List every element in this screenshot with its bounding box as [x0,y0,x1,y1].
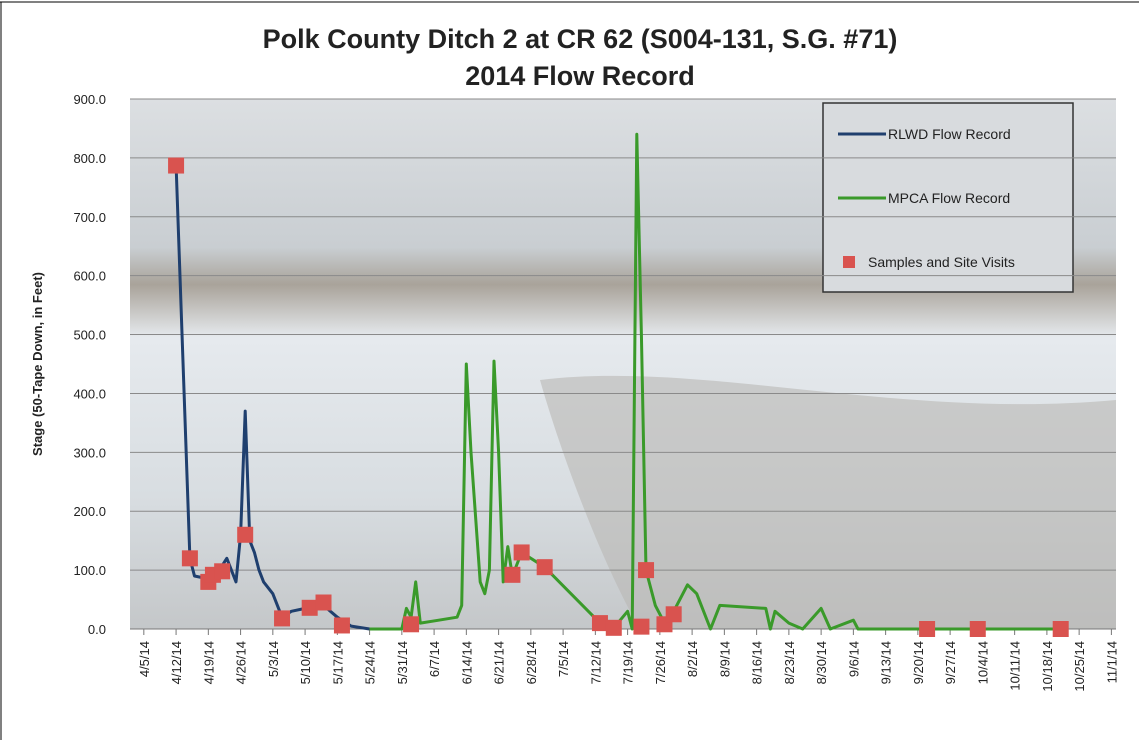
x-tick-label: 5/3/14 [266,641,281,677]
x-tick-label: 9/13/14 [879,641,894,684]
x-tick-label: 8/30/14 [814,641,829,684]
sample-marker [605,619,622,636]
y-tick-label: 100.0 [73,563,106,578]
sample-marker [513,544,530,561]
x-tick-label: 7/5/14 [556,641,571,677]
x-tick-label: 9/6/14 [846,641,861,677]
x-tick-label: 4/26/14 [234,641,249,684]
y-tick-label: 800.0 [73,151,106,166]
x-tick-label: 10/25/14 [1072,641,1087,692]
sample-marker [969,621,986,637]
sample-marker [633,618,650,635]
sample-marker [315,594,332,611]
x-tick-label: 5/31/14 [395,641,410,684]
x-tick-label: 7/19/14 [621,641,636,684]
x-tick-label: 8/2/14 [685,641,700,677]
legend-label: Samples and Site Visits [868,254,1015,270]
y-tick-label: 200.0 [73,504,106,519]
x-tick-label: 11/1/14 [1104,641,1119,683]
x-tick-label: 6/14/14 [459,641,474,684]
sample-marker [168,157,185,174]
sample-marker [301,599,318,616]
x-tick-label: 6/28/14 [524,641,539,684]
x-tick-label: 4/12/14 [169,641,184,684]
legend-label: RLWD Flow Record [888,126,1011,142]
y-tick-label: 700.0 [73,210,106,225]
sample-marker [403,616,420,633]
legend-label: MPCA Flow Record [888,190,1010,206]
sample-marker [274,610,291,627]
sample-marker [333,617,350,634]
y-axis-label: Stage (50-Tape Down, in Feet) [30,272,45,456]
sample-marker [237,526,254,543]
photo-shade [540,375,1116,629]
x-tick-label: 4/5/14 [137,641,152,677]
y-tick-label: 600.0 [73,269,106,284]
y-tick-label: 900.0 [73,92,106,107]
sample-marker [919,621,936,637]
x-tick-label: 10/4/14 [975,641,990,684]
x-tick-label: 7/26/14 [653,641,668,684]
x-tick-label: 5/10/14 [298,641,313,684]
sample-marker [591,615,608,632]
x-tick-label: 8/9/14 [717,641,732,677]
sample-marker [504,566,521,583]
y-tick-label: 300.0 [73,445,106,460]
x-tick-label: 8/16/14 [750,641,765,684]
x-tick-label: 6/7/14 [427,641,442,677]
x-tick-label: 7/12/14 [588,641,603,684]
x-tick-label: 5/17/14 [330,641,345,684]
x-tick-label: 8/23/14 [782,641,797,684]
x-tick-label: 9/20/14 [911,641,926,684]
x-tick-label: 10/11/14 [1008,641,1023,691]
x-tick-label: 10/18/14 [1040,641,1055,692]
x-tick-label: 9/27/14 [943,641,958,684]
sample-marker [638,562,655,579]
x-tick-label: 6/21/14 [492,641,507,684]
sample-marker [665,606,682,623]
sample-marker [1052,621,1069,637]
legend-swatch [843,256,855,268]
sample-marker [214,563,231,580]
chart-title: Polk County Ditch 2 at CR 62 (S004-131, … [263,24,898,54]
x-tick-label: 4/19/14 [201,641,216,684]
x-tick-label: 5/24/14 [363,641,378,684]
sample-marker [536,559,553,576]
sample-marker [181,550,198,567]
y-tick-label: 400.0 [73,386,106,401]
y-tick-label: 500.0 [73,328,106,343]
chart-subtitle: 2014 Flow Record [465,61,695,91]
y-tick-label: 0.0 [88,622,106,637]
